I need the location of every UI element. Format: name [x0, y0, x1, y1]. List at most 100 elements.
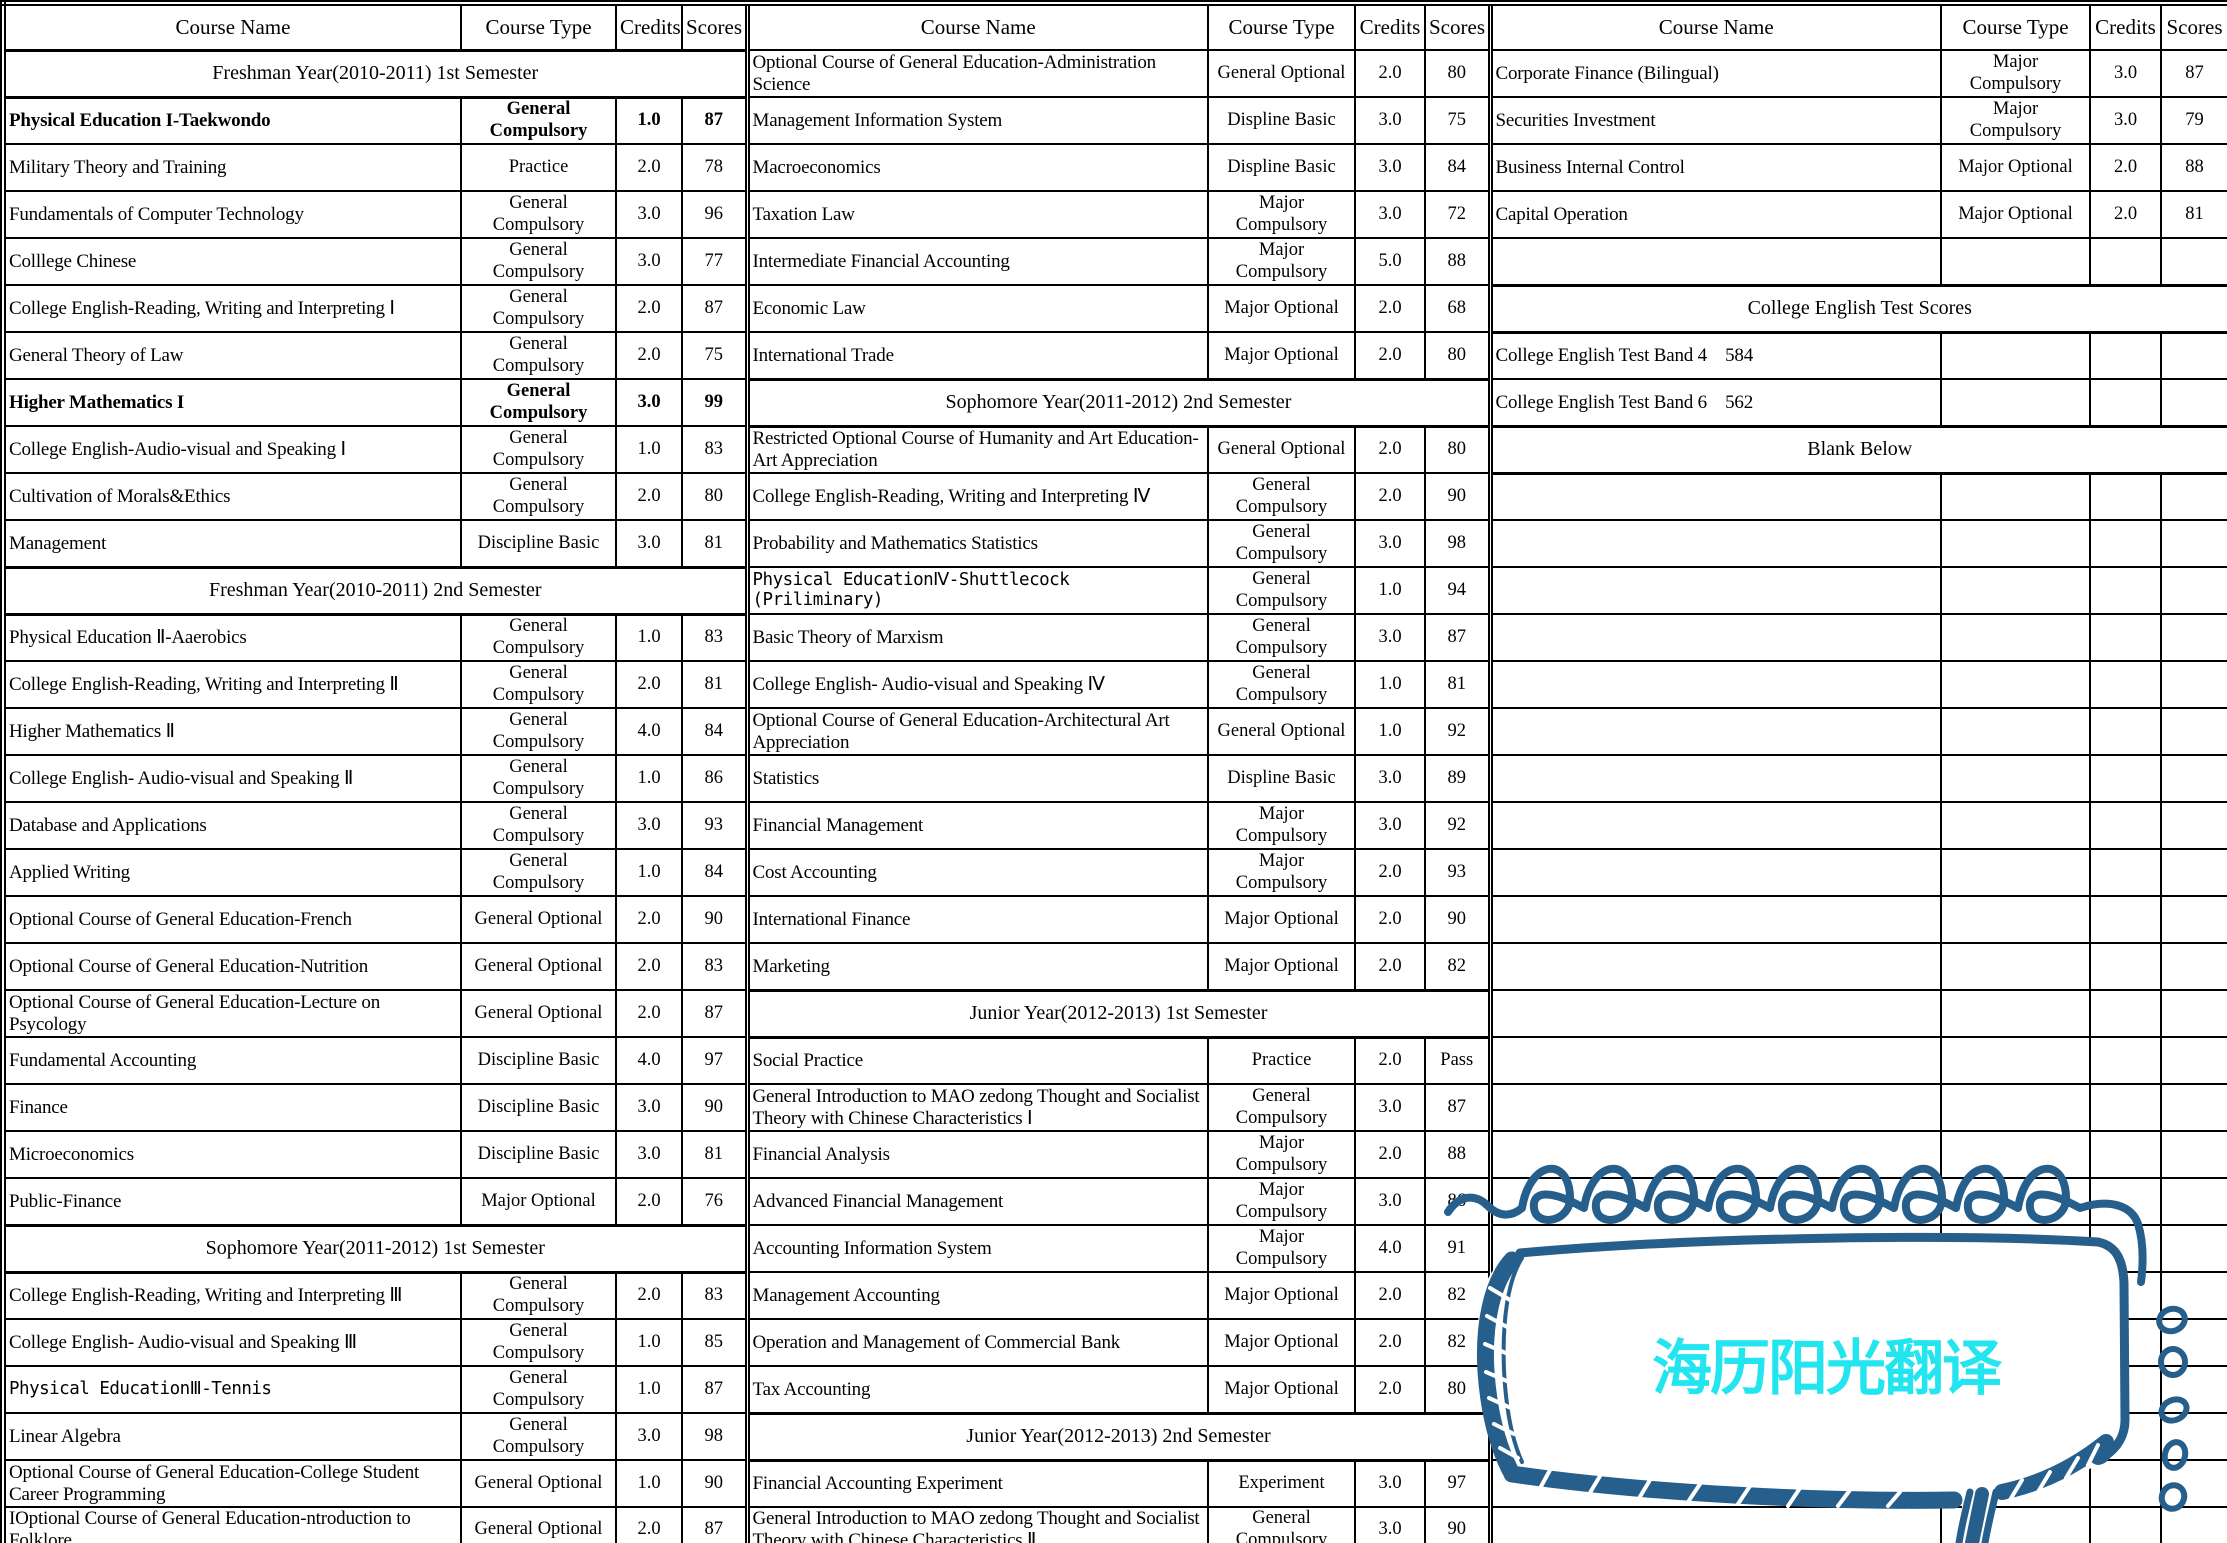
cell-type: Discipline Basic: [460, 519, 617, 568]
cell-score: [2160, 1412, 2227, 1461]
cell-score: 87: [681, 1506, 748, 1543]
cell-type: Major Compulsory: [1940, 96, 2091, 145]
cell-credits: 2.0: [1354, 942, 1426, 991]
cell-credits: 2.0: [615, 284, 683, 333]
cell-name: General Introduction to MAO zedong Thoug…: [744, 1083, 1209, 1132]
cell-name: Physical Education I-Taekwondo: [2, 96, 462, 145]
cell-score: 97: [1424, 1459, 1491, 1508]
cell-credits: [2089, 1318, 2162, 1367]
cell-credits: 3.0: [2089, 49, 2162, 98]
cell-credits: 3.0: [1354, 1459, 1426, 1508]
cell-score: [2160, 1224, 2227, 1273]
cell-score: 87: [2160, 49, 2227, 98]
header-score: Scores: [681, 2, 748, 51]
cell-type: [1940, 801, 2091, 850]
cell-score: 78: [681, 143, 748, 192]
cell-credits: [2089, 378, 2162, 427]
cell-name: International Finance: [744, 895, 1209, 944]
cell-credits: [2089, 660, 2162, 709]
cell-name: Management: [2, 519, 462, 568]
cell-name: [1487, 1412, 1942, 1461]
cell-name: Intermediate Financial Accounting: [744, 237, 1209, 286]
cell-score: 94: [1424, 566, 1491, 615]
cell-name: Probability and Mathematics Statistics: [744, 519, 1209, 568]
cell-score: [2160, 1130, 2227, 1179]
table-row: Higher Mathematics Ⅱ General Compulsory 4.…: [2, 707, 2227, 756]
cell-name: Microeconomics: [2, 1130, 462, 1179]
cell-name: Corporate Finance (Bilingual): [1487, 49, 1942, 98]
cell-type: General Optional: [460, 1459, 617, 1508]
cell-type: Major Optional: [1207, 1318, 1356, 1367]
cell-type: [1940, 754, 2091, 803]
cell-type: Major Compulsory: [1207, 1130, 1356, 1179]
cell-type: Discipline Basic: [460, 1130, 617, 1179]
cell-score: 80: [1424, 331, 1491, 380]
cell-credits: 3.0: [615, 190, 683, 239]
cell-name: Business Internal Control: [1487, 143, 1942, 192]
cell-credits: 2.0: [615, 331, 683, 380]
cell-name: Financial Analysis: [744, 1130, 1209, 1179]
cell-score: [2160, 989, 2227, 1038]
cell-type: [1940, 1271, 2091, 1320]
cell-name: [1487, 942, 1942, 991]
cell-type: General Compulsory: [1207, 566, 1356, 615]
cell-type: [1940, 1036, 2091, 1085]
cell-score: 80: [681, 472, 748, 521]
cell-name: [1487, 237, 1942, 286]
cell-type: General Compulsory: [460, 284, 617, 333]
cell-name: College English Test Band 6 562: [1487, 378, 1942, 427]
cell-type: General Optional: [460, 942, 617, 991]
cell-credits: 2.0: [615, 1271, 683, 1320]
cell-type: Major Optional: [1207, 895, 1356, 944]
table-row: Optional Course of General Education-Nut…: [2, 942, 2227, 991]
cell-type: General Compulsory: [1207, 519, 1356, 568]
cell-credits: 3.0: [1354, 1083, 1426, 1132]
cell-name: Cultivation of Morals&Ethics: [2, 472, 462, 521]
table-row: Fundamentals of Computer Technology Gener…: [2, 190, 2227, 239]
cell-name: [1487, 660, 1942, 709]
cell-score: [2160, 707, 2227, 756]
cell-credits: [2089, 1036, 2162, 1085]
header-credits: Credits: [615, 2, 683, 51]
cell-score: 88: [1424, 1130, 1491, 1179]
cell-type: General Compulsory: [1207, 1083, 1356, 1132]
cell-name: [1487, 566, 1942, 615]
cell-credits: 3.0: [1354, 190, 1426, 239]
cell-type: Major Optional: [1207, 284, 1356, 333]
cell-credits: [2089, 472, 2162, 521]
cell-credits: [2089, 331, 2162, 380]
cell-credits: [2089, 754, 2162, 803]
cell-credits: 2.0: [1354, 425, 1426, 474]
cell-type: General Optional: [460, 989, 617, 1038]
cell-type: Displine Basic: [1207, 96, 1356, 145]
cell-credits: 3.0: [615, 801, 683, 850]
cell-credits: 2.0: [615, 472, 683, 521]
cell-type: Major Optional: [1207, 331, 1356, 380]
cell-type: General Optional: [1207, 425, 1356, 474]
cell-name: Fundamentals of Computer Technology: [2, 190, 462, 239]
cell-name: International Trade: [744, 331, 1209, 380]
table-row: IOptional Course of General Education-nt…: [2, 1506, 2227, 1543]
cell-score: 92: [1424, 707, 1491, 756]
cell-name: [1487, 754, 1942, 803]
cell-name: [1487, 895, 1942, 944]
cell-type: Major Compulsory: [1207, 237, 1356, 286]
cell-type: General Compulsory: [460, 1318, 617, 1367]
cell-type: [1940, 660, 2091, 709]
cell-score: 83: [681, 613, 748, 662]
cell-score: [2160, 1318, 2227, 1367]
cell-type: General Compulsory: [460, 1365, 617, 1414]
cell-name: Physical EducationⅢ-Tennis: [2, 1365, 462, 1414]
cell-score: [2160, 1083, 2227, 1132]
cell-score: 90: [681, 1459, 748, 1508]
cell-score: 84: [681, 707, 748, 756]
cell-type: [1940, 566, 2091, 615]
table-row: Optional Course of General Education-Col…: [2, 1459, 2227, 1508]
cell-score: 76: [681, 1177, 748, 1226]
cell-credits: 2.0: [1354, 1130, 1426, 1179]
section-label: Sophomore Year(2011-2012) 1st Semester: [2, 1223, 748, 1274]
cell-score: [2160, 660, 2227, 709]
cell-name: Restricted Optional Course of Humanity a…: [744, 425, 1209, 474]
cell-type: [1940, 1177, 2091, 1226]
cell-credits: 2.0: [1354, 1036, 1426, 1085]
